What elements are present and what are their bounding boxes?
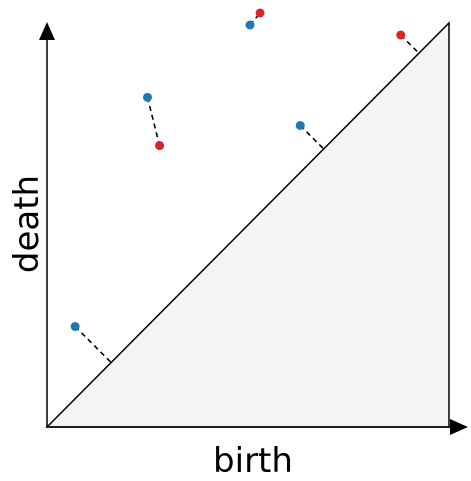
x-axis-label: birth [213,441,293,481]
red-point-p7 [396,30,406,40]
blue-point-p2 [143,92,152,102]
matching-line-5 [400,34,421,55]
points-layer [70,8,406,331]
blue-point-p6 [295,121,305,130]
red-point-p3 [155,141,165,151]
red-point-p5 [255,8,265,18]
matching-line-1 [74,325,112,364]
x-axis-arrowhead [450,419,468,435]
blue-point-p4 [245,20,255,30]
matching-line-2 [146,97,161,146]
blue-point-p1 [70,322,80,331]
y-axis-arrowhead [39,22,55,40]
matching-line-4 [299,124,325,151]
y-axis-label: death [7,175,47,273]
above-diagonal-shaded-region [45,21,450,428]
